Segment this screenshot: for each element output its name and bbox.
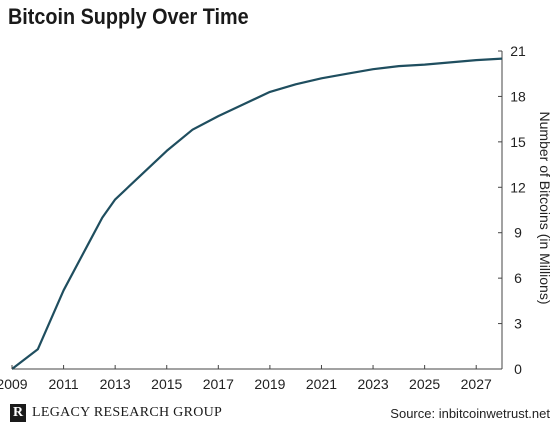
y-tick-label: 21 xyxy=(510,43,526,59)
y-tick-label: 12 xyxy=(510,179,526,195)
y-tick-label: 18 xyxy=(510,88,526,104)
x-tick-label: 2013 xyxy=(100,376,131,392)
logo-text: LEGACY RESEARCH GROUP xyxy=(32,405,223,420)
source-note: Source: inbitcoinwetrust.net xyxy=(390,406,550,421)
x-tick-label: 2021 xyxy=(306,376,337,392)
x-tick-label: 2011 xyxy=(49,376,79,392)
y-tick-labels: 0 3 6 9 12 15 18 21 xyxy=(498,43,526,377)
plot-area xyxy=(11,57,503,370)
x-tick-label: 2023 xyxy=(357,376,388,392)
y-tick-label: 6 xyxy=(514,270,522,286)
y-tick-label: 9 xyxy=(514,225,522,241)
y-tick-label: 15 xyxy=(510,134,526,150)
x-tick-label: 2027 xyxy=(461,376,492,392)
axes xyxy=(12,51,503,370)
brand-logo: R LEGACY RESEARCH GROUP xyxy=(10,404,222,422)
x-tick-label: 2009 xyxy=(0,376,28,392)
x-tick-label: 2015 xyxy=(151,376,182,392)
y-axis-label: Number of Bitcoins (in Millions) xyxy=(537,112,553,305)
y-tick-label: 0 xyxy=(514,361,522,377)
supply-line xyxy=(11,57,503,370)
x-tick-label: 2019 xyxy=(254,376,285,392)
x-tick-label: 2017 xyxy=(203,376,234,392)
x-tick-label: 2025 xyxy=(409,376,440,392)
x-tick-labels: 2009 2011 2013 2015 2017 2019 2021 2023 2025 2027 xyxy=(0,365,492,392)
y-tick-label: 3 xyxy=(514,316,522,332)
logo-mark: R xyxy=(10,404,26,422)
chart-title: Bitcoin Supply Over Time xyxy=(8,4,249,29)
